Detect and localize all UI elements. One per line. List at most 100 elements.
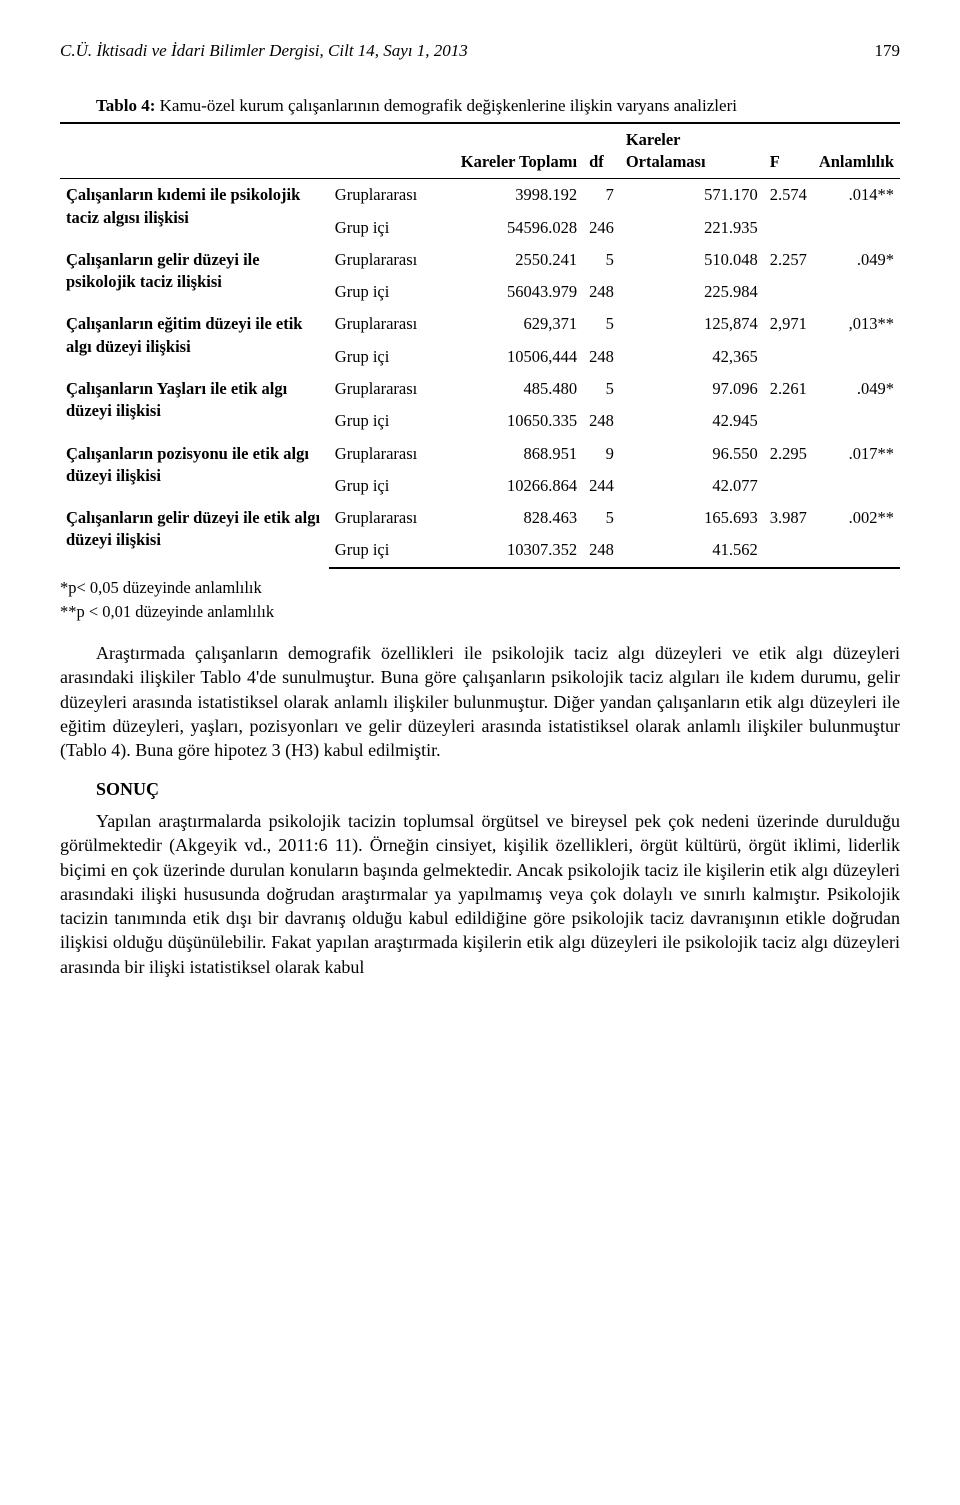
ss-between: 3998.192: [455, 179, 583, 212]
table-caption: Tablo 4: Kamu-özel kurum çalışanlarının …: [60, 95, 900, 118]
header-empty-2: [329, 123, 455, 179]
source-within: Grup içi: [329, 276, 455, 308]
df-within: 244: [583, 470, 620, 502]
p-value: .002**: [813, 502, 900, 534]
p-empty: [813, 341, 900, 373]
table-row: Çalışanların kıdemi ile psikolojik taciz…: [60, 179, 900, 212]
ms-within: 221.935: [620, 212, 764, 244]
df-between: 5: [583, 244, 620, 276]
table-header-row: Kareler Toplamı df Kareler Ortalaması F …: [60, 123, 900, 179]
source-within: Grup içi: [329, 534, 455, 567]
source-within: Grup içi: [329, 470, 455, 502]
p-empty: [813, 276, 900, 308]
ms-between: 97.096: [620, 373, 764, 405]
header-f: F: [764, 123, 813, 179]
ms-within: 42.945: [620, 405, 764, 437]
running-head: C.Ü. İktisadi ve İdari Bilimler Dergisi,…: [60, 40, 900, 63]
df-between: 5: [583, 308, 620, 340]
table-row: Çalışanların eğitim düzeyi ile etik algı…: [60, 308, 900, 340]
ss-between: 2550.241: [455, 244, 583, 276]
df-within: 248: [583, 276, 620, 308]
ms-between: 96.550: [620, 438, 764, 470]
p-empty: [813, 405, 900, 437]
table-row: Çalışanların gelir düzeyi ile psikolojik…: [60, 244, 900, 276]
f-value: 2.295: [764, 438, 813, 470]
f-empty: [764, 341, 813, 373]
source-between: Gruplararası: [329, 373, 455, 405]
p-value: .049*: [813, 244, 900, 276]
source-between: Gruplararası: [329, 438, 455, 470]
header-empty-1: [60, 123, 329, 179]
section-heading-sonuc: SONUÇ: [60, 777, 900, 801]
f-empty: [764, 470, 813, 502]
ms-between: 571.170: [620, 179, 764, 212]
f-value: 2.261: [764, 373, 813, 405]
journal-title: C.Ü. İktisadi ve İdari Bilimler Dergisi,…: [60, 40, 468, 63]
table-footnotes: *p< 0,05 düzeyinde anlamlılık **p < 0,01…: [60, 577, 900, 624]
row-label: Çalışanların Yaşları ile etik algı düzey…: [60, 373, 329, 438]
f-empty: [764, 276, 813, 308]
source-between: Gruplararası: [329, 502, 455, 534]
table-row: Çalışanların pozisyonu ile etik algı düz…: [60, 438, 900, 470]
ss-between: 828.463: [455, 502, 583, 534]
ss-within: 10506,444: [455, 341, 583, 373]
row-label: Çalışanların gelir düzeyi ile psikolojik…: [60, 244, 329, 309]
p-value: .014**: [813, 179, 900, 212]
source-between: Gruplararası: [329, 308, 455, 340]
footnote-p01: **p < 0,01 düzeyinde anlamlılık: [60, 601, 900, 623]
p-value: .049*: [813, 373, 900, 405]
f-value: 2.574: [764, 179, 813, 212]
p-empty: [813, 470, 900, 502]
footnote-p05: *p< 0,05 düzeyinde anlamlılık: [60, 577, 900, 599]
f-empty: [764, 212, 813, 244]
df-between: 5: [583, 502, 620, 534]
ms-between: 125,874: [620, 308, 764, 340]
p-empty: [813, 212, 900, 244]
row-label: Çalışanların kıdemi ile psikolojik taciz…: [60, 179, 329, 244]
table-row: Çalışanların Yaşları ile etik algı düzey…: [60, 373, 900, 405]
df-within: 246: [583, 212, 620, 244]
ms-between: 510.048: [620, 244, 764, 276]
ss-within: 10650.335: [455, 405, 583, 437]
header-kareler-ortalamasi: Kareler Ortalaması: [620, 123, 764, 179]
source-between: Gruplararası: [329, 179, 455, 212]
df-within: 248: [583, 341, 620, 373]
df-between: 7: [583, 179, 620, 212]
page-number: 179: [875, 40, 901, 63]
ms-between: 165.693: [620, 502, 764, 534]
row-label: Çalışanların pozisyonu ile etik algı düz…: [60, 438, 329, 503]
table-caption-label: Tablo 4:: [96, 96, 155, 115]
df-within: 248: [583, 534, 620, 567]
ss-between: 485.480: [455, 373, 583, 405]
conclusion-paragraph: Yapılan araştırmalarda psikolojik tacizi…: [60, 809, 900, 979]
header-df: df: [583, 123, 620, 179]
p-empty: [813, 534, 900, 567]
f-empty: [764, 534, 813, 567]
p-value: ,013**: [813, 308, 900, 340]
ss-within: 10266.864: [455, 470, 583, 502]
row-label: Çalışanların eğitim düzeyi ile etik algı…: [60, 308, 329, 373]
source-within: Grup içi: [329, 341, 455, 373]
table-row: Çalışanların gelir düzeyi ile etik algı …: [60, 502, 900, 534]
p-value: .017**: [813, 438, 900, 470]
source-within: Grup içi: [329, 405, 455, 437]
df-between: 9: [583, 438, 620, 470]
header-anlamlilik: Anlamlılık: [813, 123, 900, 179]
ss-within: 54596.028: [455, 212, 583, 244]
row-label: Çalışanların gelir düzeyi ile etik algı …: [60, 502, 329, 568]
anova-table: Kareler Toplamı df Kareler Ortalaması F …: [60, 122, 900, 569]
ms-within: 42,365: [620, 341, 764, 373]
f-value: 3.987: [764, 502, 813, 534]
df-between: 5: [583, 373, 620, 405]
results-paragraph: Araştırmada çalışanların demografik özel…: [60, 641, 900, 762]
f-empty: [764, 405, 813, 437]
df-within: 248: [583, 405, 620, 437]
ms-within: 41.562: [620, 534, 764, 567]
ss-between: 629,371: [455, 308, 583, 340]
source-within: Grup içi: [329, 212, 455, 244]
f-value: 2,971: [764, 308, 813, 340]
header-kareler-toplami: Kareler Toplamı: [455, 123, 583, 179]
table-caption-text: Kamu-özel kurum çalışanlarının demografi…: [160, 96, 737, 115]
table-body: Çalışanların kıdemi ile psikolojik taciz…: [60, 179, 900, 568]
source-between: Gruplararası: [329, 244, 455, 276]
